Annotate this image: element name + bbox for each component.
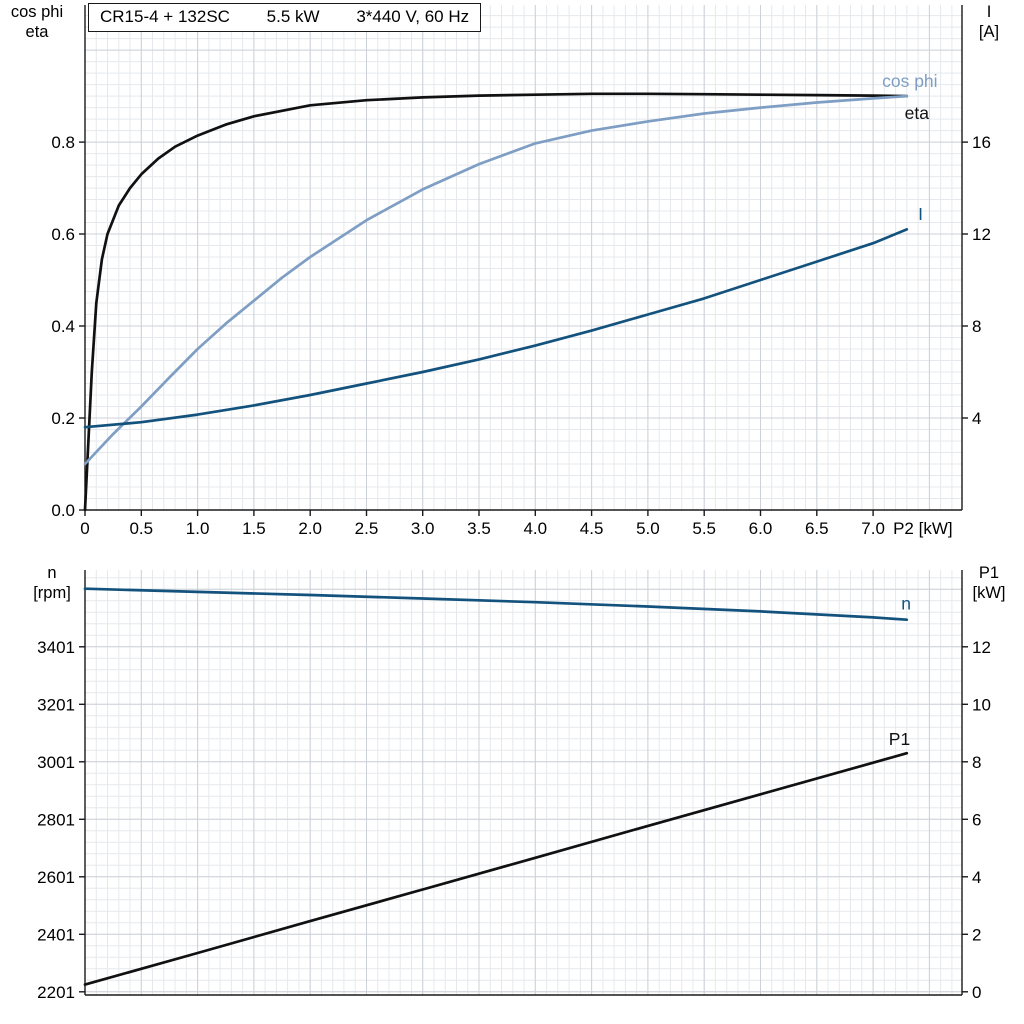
axis-title-p1-unit: [kW] — [972, 584, 1006, 602]
voltage-frequency-label: 3*440 V, 60 Hz — [356, 7, 470, 26]
pump-model-label: CR15-4 + 132SC — [100, 7, 230, 26]
x-tick-label: 6.5 — [805, 519, 829, 538]
axis-title-speed-unit: [rpm] — [33, 584, 71, 602]
series-I-curve — [83, 228, 909, 429]
x-tick-label: 2.0 — [298, 519, 322, 538]
left-tick-label: 0.8 — [51, 133, 75, 152]
axis-title-p1: P1 — [978, 564, 1000, 582]
left-tick-label: 2601 — [37, 868, 75, 887]
x-tick-label: 7.0 — [861, 519, 885, 538]
x-tick-label: 5.0 — [636, 519, 660, 538]
left-tick-label: 0.2 — [51, 409, 75, 428]
bottom-chart: 2201 2401 2601 2801 3001 3201 3401 0 2 4 6 8 10 12 n P1 — [37, 570, 991, 1002]
axis-title-cos-phi: cos phi — [10, 3, 64, 21]
left-tick-label: 0.4 — [51, 317, 75, 336]
right-tick-label: 16 — [972, 133, 991, 152]
x-tick-label: 5.5 — [692, 519, 716, 538]
right-tick-label: 8 — [972, 753, 981, 772]
left-tick-label: 3401 — [37, 638, 75, 657]
right-tick-label: 12 — [972, 638, 991, 657]
x-tick-label: 1.5 — [242, 519, 266, 538]
axis-title-current-unit: [A] — [978, 23, 1000, 41]
x-tick-label: 0.5 — [129, 519, 153, 538]
right-tick-label: 4 — [972, 868, 981, 887]
left-tick-label: 3201 — [37, 695, 75, 714]
x-tick-label: 1.0 — [186, 519, 210, 538]
x-tick-label: 0 — [80, 519, 89, 538]
right-tick-label: 10 — [972, 695, 991, 714]
series-cos-phi-curve — [83, 94, 909, 466]
right-tick-label: 8 — [972, 317, 981, 336]
curve-label-cos-phi: cos phi — [882, 71, 937, 91]
x-tick-label: 2.5 — [355, 519, 379, 538]
motor-power-label: 5.5 kW — [266, 7, 320, 26]
top-right-axis-title: I [A] — [966, 2, 1012, 42]
x-tick-label: 4.0 — [523, 519, 547, 538]
left-tick-label: 0.0 — [51, 501, 75, 520]
left-tick-label: 2201 — [37, 983, 75, 1002]
series-P1-curve — [83, 751, 909, 986]
x-tick-label: 3.0 — [411, 519, 435, 538]
right-tick-label: 12 — [972, 225, 991, 244]
axis-title-current: I — [986, 3, 992, 21]
bottom-right-axis-title: P1 [kW] — [962, 563, 1016, 603]
right-tick-label: 4 — [972, 409, 981, 428]
axis-title-speed: n — [47, 564, 57, 582]
right-tick-label: 0 — [972, 983, 981, 1002]
left-tick-label: 2401 — [37, 925, 75, 944]
curve-label-I: I — [918, 204, 923, 224]
axis-title-eta: eta — [25, 23, 49, 41]
right-tick-label: 2 — [972, 925, 981, 944]
x-axis-unit-label: P2 [kW] — [893, 519, 953, 538]
left-tick-label: 3001 — [37, 753, 75, 772]
left-tick-label: 0.6 — [51, 225, 75, 244]
top-chart: 0 0.5 1.0 1.5 2.0 2.5 3.0 3.5 4.0 4.5 5.0 5.5 6.0 6.5… — [51, 5, 991, 538]
top-left-axis-title: cos phi eta — [4, 2, 70, 42]
right-tick-label: 6 — [972, 810, 981, 829]
x-tick-label: 3.5 — [467, 519, 491, 538]
series-eta-curve — [83, 92, 909, 512]
left-tick-label: 2801 — [37, 810, 75, 829]
curve-label-P1: P1 — [889, 729, 910, 749]
chart-title-box: CR15-4 + 132SC 5.5 kW 3*440 V, 60 Hz — [88, 3, 482, 32]
x-tick-label: 4.5 — [580, 519, 604, 538]
curve-label-n: n — [901, 594, 911, 614]
x-tick-label: 6.0 — [749, 519, 773, 538]
bottom-left-axis-title: n [rpm] — [22, 563, 82, 603]
series-n-curve — [83, 587, 909, 622]
curve-label-eta: eta — [905, 103, 930, 123]
